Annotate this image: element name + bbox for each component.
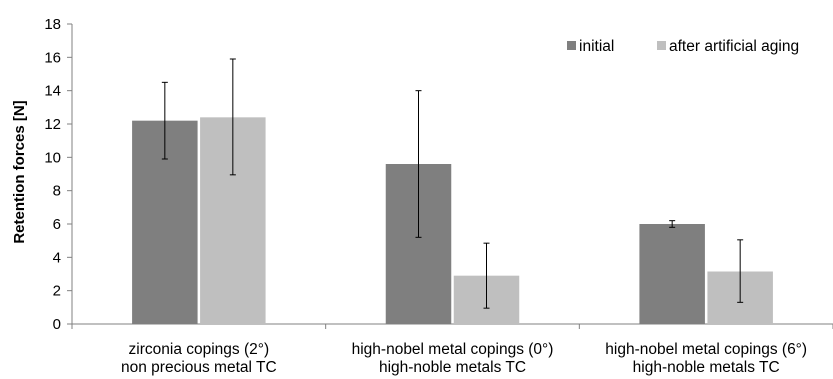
x-category-label: high-nobel metal copings (6°) [605, 341, 807, 358]
y-tick-label: 2 [53, 283, 61, 300]
y-tick-label: 16 [44, 49, 61, 66]
legend: initial after artificial aging [567, 38, 799, 55]
y-tick-label: 12 [44, 116, 61, 133]
legend-label: after artificial aging [669, 38, 799, 55]
x-category-label: zirconia copings (2°) [129, 341, 270, 358]
legend-swatch [567, 41, 576, 50]
x-category-label: high-noble metals TC [633, 359, 780, 376]
y-tick-label: 14 [44, 83, 61, 100]
x-category-label: non precious metal TC [121, 359, 277, 376]
plot-area: 0 2 4 6 8 10 12 14 16 18 zirconia copings (2°)non … [44, 16, 833, 376]
y-tick-label: 0 [53, 316, 61, 333]
y-tick-label: 8 [53, 183, 61, 200]
x-category-label: high-noble metals TC [379, 359, 526, 376]
x-category-label: high-nobel metal copings (0°) [352, 341, 554, 358]
legend-label: initial [579, 38, 614, 55]
legend-swatch [657, 41, 666, 50]
y-tick-label: 10 [44, 149, 61, 166]
y-tick-label: 4 [53, 249, 61, 266]
y-tick-label: 6 [53, 216, 61, 233]
y-axis-title: Retention forces [N] [11, 100, 28, 243]
bar-initial-3 [639, 224, 705, 324]
y-tick-label: 18 [44, 16, 61, 33]
